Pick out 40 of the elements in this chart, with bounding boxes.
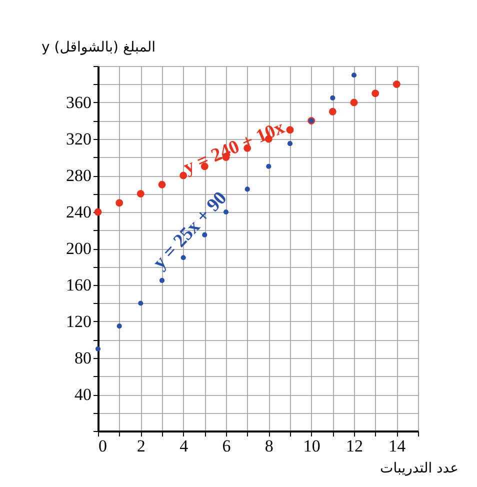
y-tick-label: 320 bbox=[66, 130, 92, 148]
x-tick-label: 10 bbox=[303, 436, 320, 456]
point bbox=[244, 186, 250, 192]
point bbox=[287, 141, 293, 146]
x-tick-label: 4 bbox=[180, 436, 189, 456]
x-tick-label: 14 bbox=[388, 436, 406, 456]
y-tick-label: 280 bbox=[66, 166, 92, 185]
point bbox=[350, 98, 358, 106]
point bbox=[94, 208, 102, 216]
point bbox=[180, 255, 186, 260]
y-tick-label: 240 bbox=[66, 202, 92, 222]
x-tick-label: 8 bbox=[264, 436, 274, 456]
point bbox=[136, 190, 144, 198]
point bbox=[351, 72, 357, 78]
point bbox=[330, 95, 336, 100]
point bbox=[159, 278, 165, 283]
x-tick-label: 12 bbox=[346, 436, 363, 456]
point bbox=[158, 180, 166, 188]
x-tick-label: 2 bbox=[136, 436, 146, 456]
y-tick-label: 40 bbox=[74, 385, 92, 404]
y-axis-title: y المبلغ (بالشواقل) bbox=[41, 40, 156, 56]
point bbox=[392, 80, 400, 88]
point bbox=[372, 90, 380, 98]
point bbox=[286, 126, 294, 134]
point bbox=[202, 232, 208, 238]
point bbox=[266, 164, 272, 169]
x-tick-label: 6 bbox=[222, 436, 231, 456]
point bbox=[116, 199, 124, 207]
y-tick-label: 120 bbox=[66, 312, 92, 331]
x-tick-label: 0 bbox=[98, 436, 107, 456]
point bbox=[138, 300, 144, 306]
x-axis-title: عدد التدريبات bbox=[380, 460, 458, 476]
y-tick-label: 360 bbox=[66, 93, 92, 112]
y-tick-label: 80 bbox=[74, 348, 92, 368]
point bbox=[116, 324, 122, 329]
y-tick-label: 160 bbox=[66, 276, 92, 294]
annotation: y = 25x + 90 bbox=[149, 188, 232, 274]
point bbox=[328, 108, 336, 116]
y-tick-label: 200 bbox=[66, 239, 92, 258]
point bbox=[95, 346, 101, 352]
